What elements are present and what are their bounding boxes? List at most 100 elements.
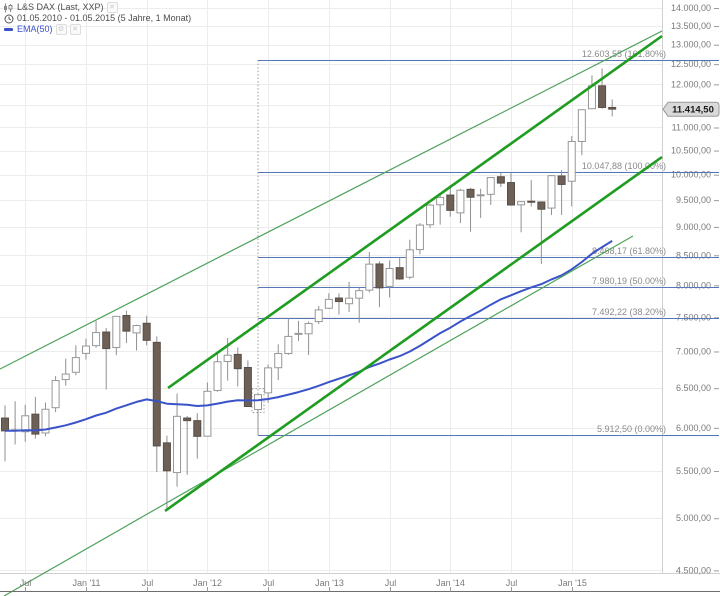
candle (264, 364, 273, 403)
candle (547, 175, 556, 216)
candle (385, 260, 394, 298)
trendline-inner-channel-lower[interactable] (164, 155, 663, 513)
candle (61, 358, 70, 386)
y-axis-label: 13.500,00 (671, 21, 711, 31)
candle (213, 353, 222, 392)
candle (486, 176, 495, 206)
fibonacci-retracement[interactable]: 5.912,50 (0.00%) 7.492,22 (38.20%) 7.980,1… (251, 49, 719, 436)
ema-line[interactable] (5, 240, 613, 432)
candle (152, 336, 161, 472)
y-axis-label: 4.500,00 (676, 565, 711, 575)
y-axis-label: 10.000,00 (671, 170, 711, 180)
fib-level-label: 8.468,17 (61.80%) (592, 246, 666, 256)
candle (496, 172, 505, 188)
candle (142, 315, 151, 346)
candle (243, 360, 252, 408)
candle (608, 99, 617, 117)
fib-level-label: 5.912,50 (0.00%) (597, 424, 666, 434)
candle (21, 404, 30, 442)
y-axis-label: 12.000,00 (671, 79, 711, 89)
candle (355, 287, 364, 323)
x-axis-label: Jan '11 (72, 578, 100, 588)
x-axis-label: Jul (385, 578, 397, 588)
candle (122, 310, 131, 344)
close-icon[interactable]: ✕ (69, 24, 81, 35)
candle (193, 413, 202, 459)
candle (375, 261, 384, 308)
legend-instrument-row[interactable]: L&S DAX (Last, XXP) ✕ (3, 2, 191, 13)
y-axis-label: 12.500,00 (671, 59, 711, 69)
x-axis-label: Jul (142, 578, 154, 588)
candle (567, 136, 576, 207)
candle (162, 435, 171, 512)
candle (173, 393, 182, 487)
fib-level-label: 12.603,55 (161.80%) (582, 49, 666, 59)
candle (577, 109, 586, 156)
y-axis-label: 5.000,00 (676, 513, 711, 523)
y-axis-label: 7.500,00 (676, 312, 711, 322)
grid-lines (0, 0, 720, 574)
candle (51, 376, 60, 413)
y-axis-label: 5.500,00 (676, 466, 711, 476)
y-axis-label: 11.000,00 (672, 122, 711, 132)
candle (426, 204, 435, 228)
candle (436, 193, 445, 225)
candle (365, 251, 374, 293)
instrument-label: L&S DAX (Last, XXP) (17, 2, 104, 12)
candle (446, 185, 455, 217)
ema-label: EMA(50) (17, 24, 53, 34)
candle (92, 321, 101, 348)
y-axis-label: 9.000,00 (676, 222, 711, 232)
candle (203, 382, 212, 437)
close-icon[interactable]: ✕ (106, 2, 118, 13)
candle (183, 415, 192, 475)
y-axis-label: 6.000,00 (676, 423, 711, 433)
candle (11, 401, 20, 445)
legend-ema-row[interactable]: EMA(50) ⚙ ✕ (3, 24, 191, 35)
candle (405, 239, 414, 280)
settings-icon[interactable]: ⚙ (55, 24, 67, 35)
y-axis-label: 9.500,00 (676, 195, 711, 205)
ema-line-swatch (3, 25, 14, 35)
fib-level-label: 10.047,88 (100.00%) (582, 161, 666, 171)
candle (598, 68, 607, 109)
x-axis-label: Jul (263, 578, 275, 588)
candlestick-icon (3, 3, 14, 13)
x-axis-label: Jul (506, 578, 518, 588)
x-axis-label: Jan '15 (558, 578, 587, 588)
candle (314, 306, 323, 325)
candle (395, 257, 404, 280)
candle (304, 321, 313, 356)
y-axis-label: 14.000,00 (671, 3, 711, 13)
candle (466, 187, 475, 232)
y-axis-label: 8.500,00 (676, 250, 711, 260)
x-axis-label: Jul (20, 578, 32, 588)
candle (132, 324, 141, 351)
legend-period-row: 01.05.2010 - 01.05.2015 (5 Jahre, 1 Mona… (3, 13, 191, 24)
trendlines (0, 30, 663, 596)
y-axis-label: 10.500,00 (671, 146, 711, 156)
trendline-inner-channel-upper[interactable] (167, 34, 663, 390)
candle (334, 293, 343, 315)
candle (537, 201, 546, 264)
candle (345, 281, 354, 313)
candle (102, 327, 111, 390)
x-axis[interactable]: Jul Jan '11 Jul Jan '12 Jul Jan '13 Jul Jan '14… (0, 578, 720, 592)
x-axis-label: Jan '14 (436, 578, 465, 588)
candle (517, 201, 526, 233)
y-axis-label: 6.500,00 (676, 383, 711, 393)
last-price-value: 11.414,50 (672, 104, 714, 115)
y-axis-label: 8.000,00 (676, 280, 711, 290)
y-axis[interactable]: 4.500,00 5.000,00 5.500,00 6.000,00 6.500,00… (671, 3, 719, 575)
candle (294, 320, 303, 341)
trendline-outer-channel-lower[interactable] (3, 235, 634, 596)
candle (284, 318, 293, 355)
x-axis-label: Jan '13 (315, 578, 344, 588)
candle (324, 293, 333, 310)
candle (456, 188, 465, 224)
trendline-outer-channel-upper[interactable] (0, 30, 663, 370)
clock-icon (3, 14, 14, 24)
candle (476, 188, 485, 218)
candle (31, 396, 40, 439)
